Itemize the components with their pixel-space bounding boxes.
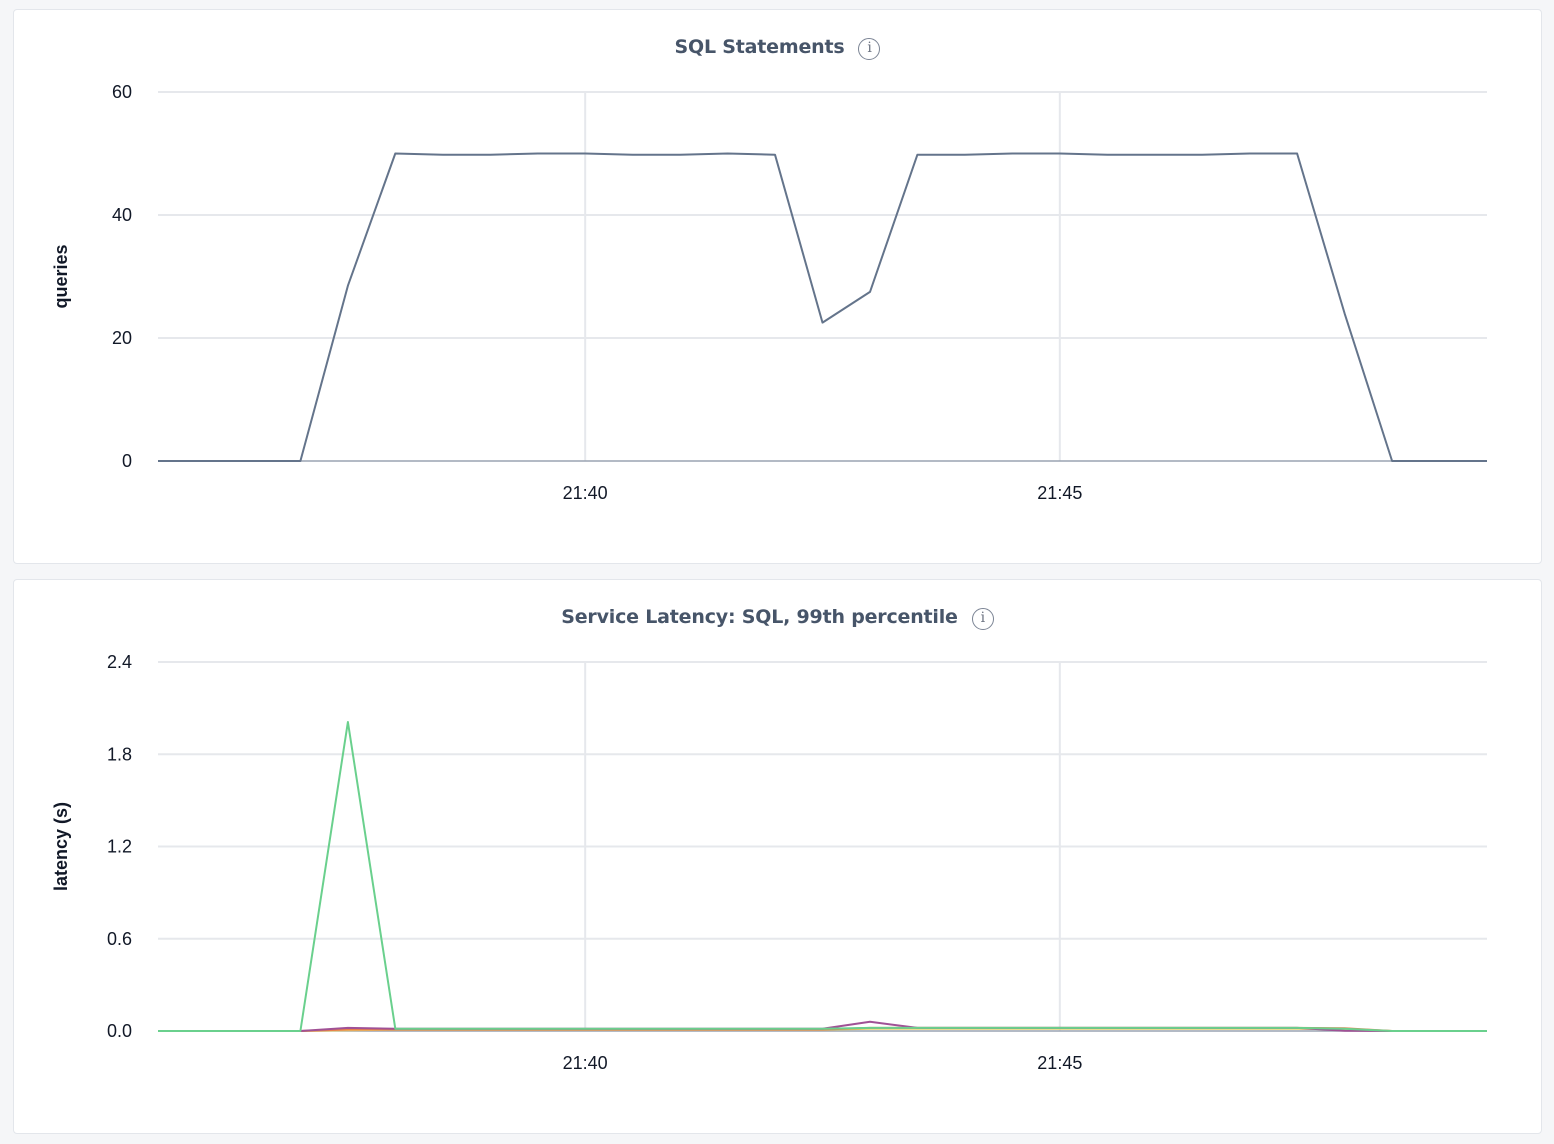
series-line (158, 721, 1487, 1032)
info-circle-icon[interactable]: i (971, 608, 994, 630)
y-axis-title: queries (51, 244, 71, 308)
sql-statements-plot: 0 20 40 60 21:40 21:45 queries (51, 82, 1487, 503)
y-tick-label: 60 (112, 82, 132, 102)
y-tick-label: 1.2 (107, 837, 132, 857)
x-tick-label: 21:45 (1037, 483, 1082, 503)
x-tick-label: 21:40 (563, 483, 608, 503)
y-tick-label: 20 (112, 328, 132, 348)
y-tick-label: 0.0 (107, 1021, 132, 1041)
chart-title-text: SQL Statements (674, 36, 845, 58)
chart-title: Service Latency: SQL, 99th percentile i (14, 606, 1541, 630)
sql-statements-chart-panel: SQL Statements i 0 20 40 60 21:40 21:45 queries (13, 9, 1542, 564)
x-tick-label: 21:45 (1037, 1053, 1082, 1073)
y-tick-label: 40 (112, 205, 132, 225)
y-tick-label: 2.4 (107, 652, 132, 672)
info-circle-icon[interactable]: i (858, 38, 881, 60)
y-tick-label: 0.6 (107, 929, 132, 949)
service-latency-chart-panel: Service Latency: SQL, 99th percentile i 0… (13, 579, 1542, 1134)
x-tick-label: 21:40 (563, 1053, 608, 1073)
chart-title-text: Service Latency: SQL, 99th percentile (561, 606, 958, 628)
y-axis-title: latency (s) (51, 802, 71, 891)
series-line (158, 152, 1487, 462)
service-latency-plot: 0.0 0.6 1.2 1.8 2.4 21:40 21:45 latency (s) (51, 652, 1487, 1073)
y-tick-label: 0 (122, 451, 132, 471)
chart-title: SQL Statements i (14, 36, 1541, 60)
y-tick-label: 1.8 (107, 744, 132, 764)
